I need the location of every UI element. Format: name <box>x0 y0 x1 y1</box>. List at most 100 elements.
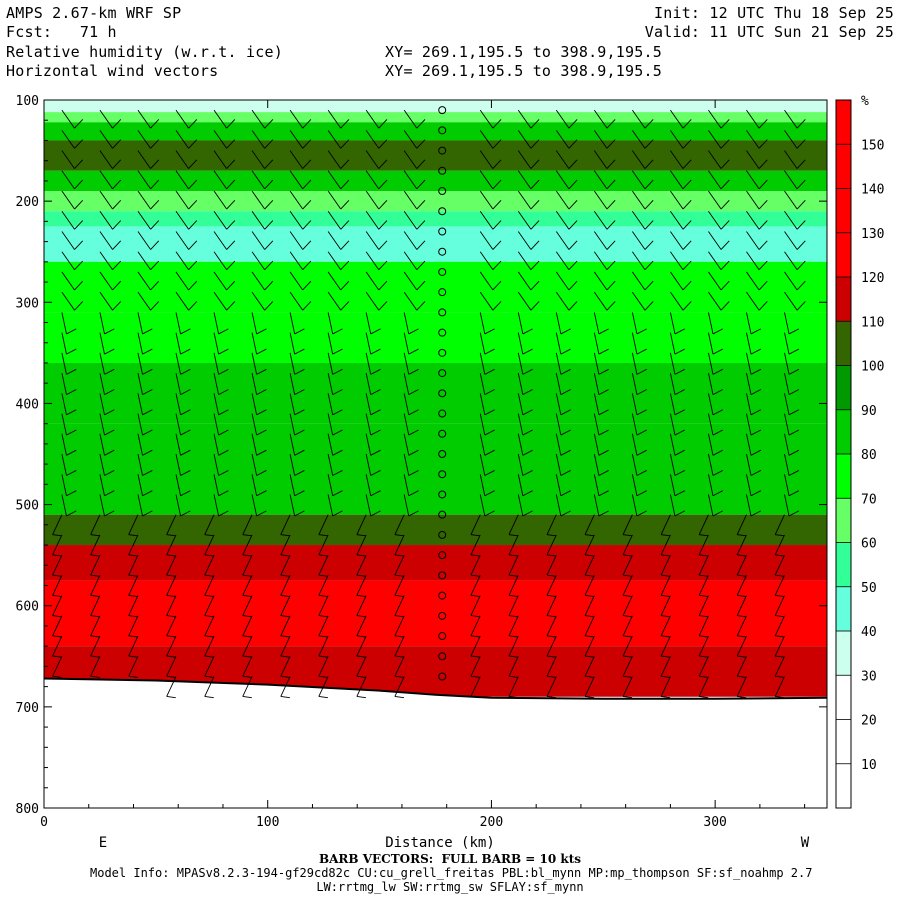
wind-barb-shaft <box>356 615 367 636</box>
y-tick-label: 400 <box>16 397 39 412</box>
wind-barb-shaft <box>251 413 258 436</box>
wind-barb-shaft <box>137 291 151 311</box>
wind-barb-shaft <box>631 130 646 149</box>
wind-barb-flag <box>508 615 519 618</box>
wind-barb-flag <box>180 348 191 355</box>
wind-barb-shaft <box>784 170 798 190</box>
wind-barb-shaft <box>631 352 638 375</box>
wind-barb-shaft <box>546 656 557 677</box>
rh-band-3 <box>44 140 827 171</box>
wind-barb-flag <box>280 696 290 699</box>
terrain-line <box>43 677 828 700</box>
wind-barb-shaft <box>403 433 410 456</box>
wind-barb-shaft <box>708 150 722 169</box>
wind-barb-shaft <box>251 352 258 375</box>
wind-barb-flag <box>218 348 229 355</box>
wind-barb-shaft <box>479 332 486 355</box>
wind-barb-flag <box>530 301 540 311</box>
wind-barb-calm <box>438 267 447 276</box>
wind-barb-flag <box>699 655 709 658</box>
wind-barb-flag <box>606 220 616 230</box>
wind-barb-flag <box>180 368 191 375</box>
wind-barb-shaft <box>746 433 752 456</box>
wind-barb-shaft <box>555 372 562 395</box>
wind-barb-shaft <box>746 109 760 129</box>
rh-band-1 <box>44 112 827 123</box>
wind-barb-shaft <box>555 433 562 456</box>
wind-barb-flag <box>340 280 350 291</box>
wind-barb-flag <box>606 301 616 311</box>
wind-barb-shaft <box>280 534 291 556</box>
wind-barb-shaft <box>508 514 519 535</box>
wind-barb-shaft <box>137 433 143 456</box>
wind-barb-shaft <box>708 231 722 250</box>
wind-barb-flag <box>294 409 305 416</box>
wind-barb-flag <box>644 119 654 129</box>
wind-barb-shaft <box>698 575 709 596</box>
wind-barb-flag <box>568 200 578 210</box>
wind-barb-flag <box>394 534 405 537</box>
wind-barb-calm <box>438 247 447 256</box>
wind-barb-shaft <box>708 291 722 311</box>
wind-barb-shaft <box>128 595 139 616</box>
wind-barb-shaft <box>631 453 638 476</box>
wind-barb-shaft <box>403 474 410 496</box>
wind-barb-shaft <box>555 130 570 149</box>
wind-barb-shaft <box>622 635 633 657</box>
wind-barb-flag <box>788 470 800 476</box>
wind-barb-flag <box>142 449 153 456</box>
below-ground-mask <box>44 678 827 808</box>
x-tick-label: 300 <box>703 815 726 830</box>
wind-barb-flag <box>378 179 388 190</box>
wind-barb-shaft <box>204 656 215 677</box>
wind-barb-shaft <box>365 494 372 517</box>
wind-barb-shaft <box>289 210 304 230</box>
wind-barb-flag <box>408 449 419 456</box>
wind-barb-flag <box>470 655 481 658</box>
wind-barb-flag <box>598 510 609 517</box>
wind-barb-shaft <box>403 291 418 311</box>
wind-barb-shaft <box>204 575 215 596</box>
wind-barb-flag <box>530 159 540 169</box>
wind-barb-shaft <box>403 352 410 375</box>
wind-barb-flag <box>370 409 381 416</box>
wind-barb-calm <box>438 187 447 196</box>
wind-barb-shaft <box>289 312 296 335</box>
wind-barb-flag <box>530 240 540 250</box>
wind-barb-shaft <box>774 676 785 697</box>
wind-barb-shaft <box>99 494 105 517</box>
colorbar-tick-label: 20 <box>861 714 877 729</box>
wind-barb-shaft <box>175 372 182 395</box>
wind-barb-shaft <box>90 534 101 556</box>
wind-barb-shaft <box>61 109 75 129</box>
wind-barb-flag <box>104 490 115 497</box>
wind-barb-shaft <box>175 312 182 335</box>
wind-barb-shaft <box>403 231 418 250</box>
x-tick-label: 0 <box>40 815 48 830</box>
wind-barb-shaft <box>61 372 67 395</box>
wind-barb-shaft <box>555 109 570 129</box>
wind-barb-flag <box>264 301 274 311</box>
wind-barb-flag <box>150 220 160 230</box>
wind-barb-shaft <box>736 575 747 596</box>
wind-barb-flag <box>623 594 633 597</box>
wind-barb-flag <box>606 119 616 129</box>
wind-barb-flag <box>74 301 84 311</box>
wind-barb-shaft <box>784 413 790 436</box>
wind-barb-shaft <box>356 575 367 596</box>
x-axis-end-label-east: E <box>99 835 107 851</box>
wind-barb-shaft <box>242 656 253 677</box>
wind-barb-shaft <box>584 514 595 535</box>
wind-barb-flag <box>737 635 747 638</box>
wind-barb-flag <box>522 510 533 517</box>
wind-barb-shaft <box>90 615 101 636</box>
wind-barb-shaft <box>61 494 67 517</box>
wind-barb-flag <box>74 280 84 291</box>
wind-barb-flag <box>332 429 343 436</box>
wind-barb-flag <box>508 574 519 577</box>
wind-barb-flag <box>150 280 160 291</box>
wind-barb-flag <box>104 470 115 476</box>
wind-barb-shaft <box>660 676 671 697</box>
wind-barb-flag <box>408 510 419 517</box>
wind-barb-shaft <box>631 251 646 270</box>
